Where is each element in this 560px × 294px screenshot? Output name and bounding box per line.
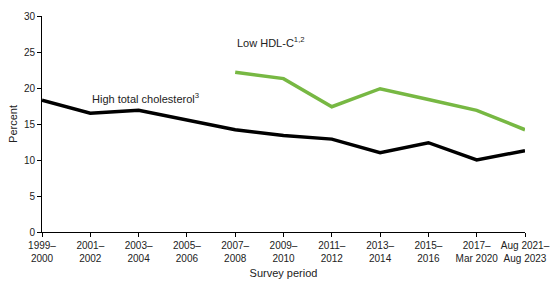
- svg-text:2015–2016: 2015–2016: [414, 240, 442, 264]
- svg-text:2007–2008: 2007–2008: [221, 240, 249, 264]
- svg-text:2009–2010: 2009–2010: [270, 240, 298, 264]
- svg-text:2013–2014: 2013–2014: [366, 240, 394, 264]
- svg-text:Percent: Percent: [7, 105, 19, 143]
- svg-text:15: 15: [24, 119, 36, 130]
- svg-text:25: 25: [24, 47, 36, 58]
- svg-text:Low HDL-C​1,2​: Low HDL-C​1,2​: [237, 35, 305, 49]
- svg-text:2001–2002: 2001–2002: [76, 240, 104, 264]
- svg-text:2003–2004: 2003–2004: [125, 240, 153, 264]
- svg-text:1999–2000: 1999–2000: [28, 240, 56, 264]
- svg-text:20: 20: [24, 83, 36, 94]
- svg-text:2017–Mar 2020: 2017–Mar 2020: [456, 240, 499, 264]
- svg-text:5: 5: [29, 191, 35, 202]
- svg-text:10: 10: [24, 155, 36, 166]
- svg-text:2011–2012: 2011–2012: [318, 240, 346, 264]
- svg-text:Aug 2021–Aug 2023: Aug 2021–Aug 2023: [501, 240, 550, 264]
- svg-text:0: 0: [29, 227, 35, 238]
- svg-text:Survey period: Survey period: [250, 267, 318, 279]
- svg-text:High total cholesterol​3​: High total cholesterol​3​: [92, 91, 199, 105]
- svg-text:30: 30: [24, 11, 36, 22]
- svg-text:2005–2006: 2005–2006: [173, 240, 201, 264]
